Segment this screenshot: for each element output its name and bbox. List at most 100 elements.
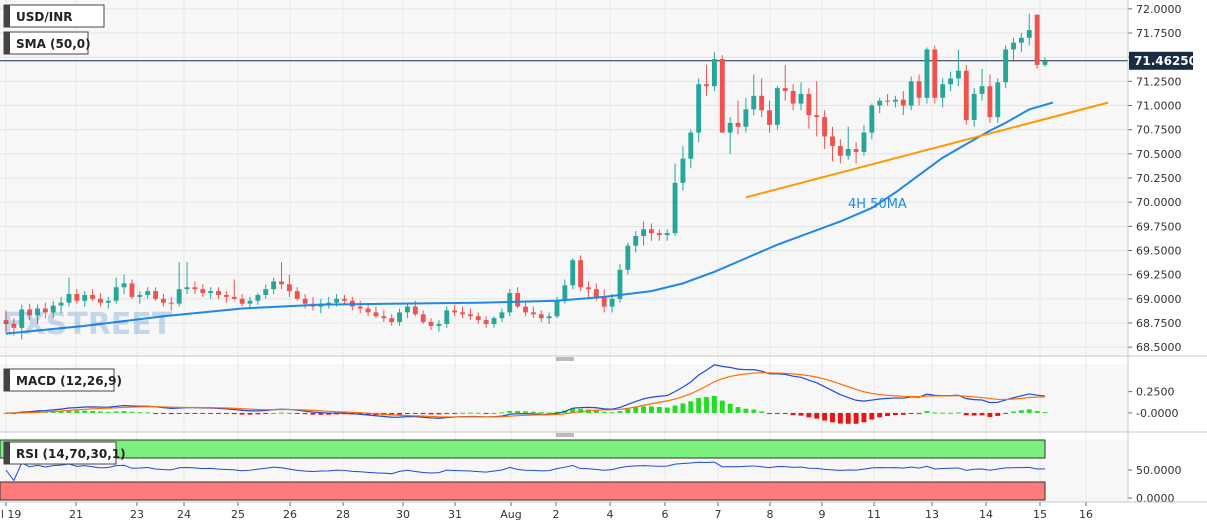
candle-body bbox=[641, 229, 647, 236]
macd-histogram-bar bbox=[554, 411, 560, 413]
candle bbox=[916, 74, 922, 106]
macd-histogram-bar bbox=[932, 412, 938, 414]
candle bbox=[1034, 14, 1040, 69]
price-tick-label: 68.7500 bbox=[1136, 317, 1182, 330]
rsi-label: RSI (14,70,30,1) bbox=[3, 441, 126, 465]
candle bbox=[365, 303, 371, 317]
candle bbox=[538, 310, 544, 323]
macd-histogram-bar bbox=[767, 412, 772, 414]
candle bbox=[767, 100, 772, 133]
candle-body bbox=[853, 149, 859, 152]
candle bbox=[523, 302, 528, 317]
candle-body bbox=[444, 310, 450, 324]
macd-histogram-bar bbox=[208, 412, 214, 414]
candle-body bbox=[491, 318, 497, 324]
macd-histogram-bar bbox=[845, 412, 851, 424]
macd-histogram-bar bbox=[963, 412, 969, 416]
price-tick-label: 70.2500 bbox=[1136, 172, 1182, 185]
candle-body bbox=[121, 283, 127, 288]
candle bbox=[853, 142, 859, 164]
candle bbox=[129, 279, 135, 299]
macd-histogram-bar bbox=[814, 412, 820, 419]
candle-body bbox=[412, 306, 418, 315]
candle-body bbox=[554, 300, 560, 317]
candle bbox=[735, 100, 741, 135]
candle bbox=[948, 71, 953, 91]
macd-histogram-bar bbox=[74, 410, 80, 413]
macd-histogram-bar bbox=[326, 412, 332, 415]
candle bbox=[35, 304, 40, 324]
candle-body bbox=[145, 291, 151, 295]
candle bbox=[184, 262, 190, 294]
macd-histogram-bar bbox=[877, 412, 883, 418]
candle bbox=[113, 277, 119, 304]
candle bbox=[633, 231, 639, 253]
candle bbox=[696, 78, 702, 143]
candle-body bbox=[365, 308, 371, 313]
candle bbox=[971, 88, 977, 127]
candle-body bbox=[782, 88, 788, 91]
candle bbox=[475, 312, 481, 324]
candle-body bbox=[1026, 30, 1032, 38]
candle-body bbox=[1018, 37, 1024, 43]
candle-body bbox=[774, 88, 780, 125]
macd-histogram-bar bbox=[648, 406, 654, 413]
macd-histogram-bar bbox=[853, 412, 859, 424]
macd-histogram-bar bbox=[570, 408, 576, 413]
candle-body bbox=[578, 260, 584, 288]
candle-body bbox=[987, 86, 993, 118]
macd-splitter-grip[interactable] bbox=[556, 357, 574, 361]
candle-body bbox=[735, 122, 741, 127]
macd-histogram-bar bbox=[286, 412, 292, 414]
time-tick-label: 15 bbox=[1033, 508, 1047, 521]
candle-body bbox=[806, 93, 812, 116]
macd-histogram-bar bbox=[121, 411, 127, 413]
candle-body bbox=[428, 322, 434, 326]
candle bbox=[444, 306, 450, 328]
candle bbox=[727, 117, 733, 154]
candle-body bbox=[326, 302, 332, 304]
candle-body bbox=[279, 281, 284, 285]
candle-body bbox=[342, 298, 347, 301]
time-tick-label: 23 bbox=[130, 508, 144, 521]
price-tick-label: 70.7500 bbox=[1136, 124, 1182, 137]
candle bbox=[176, 262, 182, 307]
macd-histogram-bar bbox=[467, 412, 473, 414]
candle-body bbox=[711, 59, 717, 87]
macd-histogram-bar bbox=[1011, 411, 1016, 413]
macd-histogram-bar bbox=[798, 412, 804, 416]
candle bbox=[342, 294, 347, 305]
candle bbox=[680, 146, 686, 191]
macd-histogram-bar bbox=[436, 412, 442, 415]
candle bbox=[861, 124, 867, 156]
rsi-splitter-grip[interactable] bbox=[556, 433, 574, 437]
candle bbox=[294, 287, 300, 301]
symbol-label: USD/INR bbox=[3, 4, 105, 28]
candle bbox=[711, 52, 717, 91]
price-tick-label: 71.7500 bbox=[1136, 27, 1182, 40]
candle-body bbox=[656, 233, 662, 236]
candle-body bbox=[499, 312, 505, 319]
candle bbox=[1003, 45, 1009, 89]
candle-body bbox=[82, 294, 88, 301]
candle-body bbox=[184, 287, 190, 290]
macd-histogram-bar bbox=[916, 412, 922, 414]
candle-body bbox=[633, 236, 639, 246]
candle-body bbox=[1034, 14, 1040, 65]
candle-body bbox=[98, 298, 103, 303]
macd-histogram-bar bbox=[499, 412, 505, 414]
candle-body bbox=[751, 95, 757, 110]
rsi-oversold-zone bbox=[0, 481, 1046, 501]
symbol-text: USD/INR bbox=[16, 10, 72, 24]
candle-body bbox=[460, 312, 465, 315]
macd-histogram-bar bbox=[711, 395, 717, 413]
macd-histogram-bar bbox=[869, 412, 875, 420]
candle-body bbox=[798, 93, 804, 104]
time-tick-label: 21 bbox=[69, 508, 83, 521]
macd-histogram-bar bbox=[231, 412, 237, 415]
macd-histogram-bar bbox=[759, 411, 765, 413]
macd-histogram-bar bbox=[727, 403, 733, 413]
macd-histogram-bar bbox=[483, 412, 489, 414]
macd-histogram-bar bbox=[145, 412, 151, 414]
